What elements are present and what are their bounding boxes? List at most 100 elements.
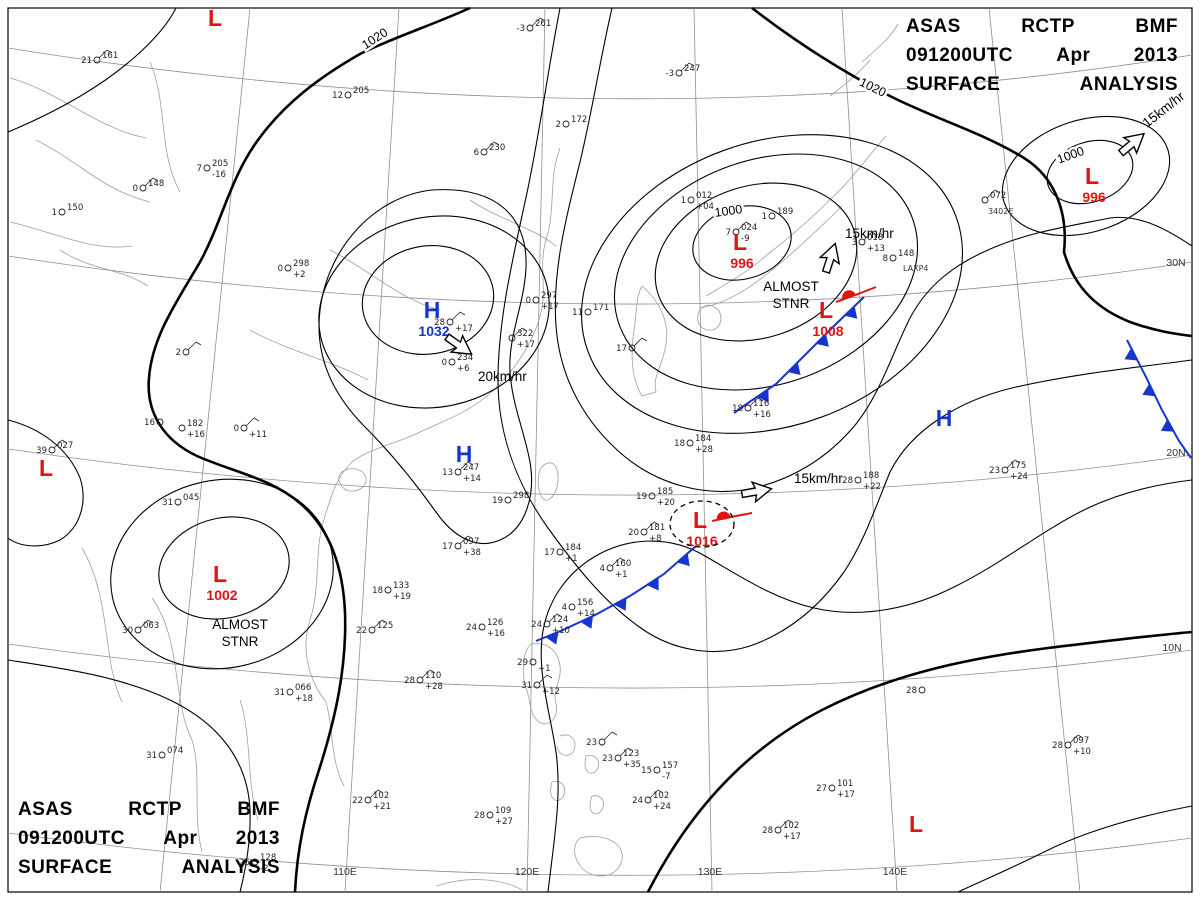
meridian-line (693, 7, 713, 893)
cold-front-triangle (646, 577, 659, 591)
station-temperature: 21 (81, 56, 92, 66)
wind-staff (531, 17, 541, 27)
station-plot: 322+17 (508, 327, 535, 350)
low-letter: L (733, 229, 747, 255)
station-plot: 18 133+19 (372, 581, 411, 602)
station-change: +35 (623, 760, 641, 770)
station-pressure: 074 (167, 746, 183, 756)
station-temperature: 12 (332, 91, 343, 101)
low-pressure-value: 996 (1082, 189, 1106, 205)
station-change: +1 (538, 664, 551, 674)
station-pressure: 160 (615, 559, 631, 569)
wind-staff (611, 557, 621, 567)
coastline-hainan (338, 468, 367, 492)
station-temperature: 8 (883, 254, 888, 264)
wind-barb (556, 613, 563, 618)
station-pressure: 126 (487, 618, 503, 628)
wind-staff (459, 461, 469, 471)
wind-barb (627, 747, 634, 752)
wind-staff (1006, 459, 1016, 469)
chart-id-line: ASAS RCTP BMF (18, 799, 280, 820)
low-letter: L (213, 561, 227, 587)
cold-front-triangle (580, 615, 594, 629)
station-pressure: 097 (463, 537, 479, 547)
station-plot: 30 063 (122, 619, 159, 636)
station-change: +17 (541, 302, 559, 312)
station-circle (1064, 741, 1072, 749)
station-pressure: 156 (577, 598, 593, 608)
wind-staff (421, 669, 431, 679)
wind-staff (548, 613, 558, 623)
station-temperature: 0 (442, 358, 447, 368)
station-pressure: 110 (425, 671, 441, 681)
station-circle (344, 91, 352, 99)
station-temperature: 2 (176, 348, 181, 358)
isobar-high-inner (361, 245, 495, 355)
station-circle (614, 754, 622, 762)
station-temperature: 13 (442, 468, 453, 478)
wind-barb (467, 461, 474, 466)
station-temperature: 17 (544, 548, 555, 558)
station-temperature: 0 (278, 264, 283, 274)
station-pressure: 012 (696, 191, 712, 201)
station-temperature: 22 (352, 796, 363, 806)
station-plot: 182+16 (178, 419, 205, 440)
station-temperature: 0 (526, 296, 531, 306)
wind-staff (53, 439, 63, 449)
station-pressure: 161 (102, 51, 118, 61)
station-plot: 28 (906, 686, 926, 696)
station-pressure: 297 (541, 291, 557, 301)
station-circle (828, 784, 836, 792)
motion-speed-label: 15km/hr (845, 226, 894, 241)
station-plot: 1 150 (52, 203, 84, 218)
station-circle (889, 254, 897, 262)
coastlines (9, 23, 899, 891)
station-plot: 12 205 (332, 86, 369, 101)
station-plot: 31 045 (162, 493, 199, 508)
station-change: +17 (455, 324, 473, 334)
parallel-line (7, 832, 1193, 876)
station-temperature: 24 (632, 796, 643, 806)
station-circle (768, 212, 776, 220)
coastline-taiwan (537, 462, 559, 501)
station-temperature: 31 (274, 688, 285, 698)
meridian-line (841, 7, 898, 893)
wind-staff (645, 521, 655, 531)
station-pressure: 133 (393, 581, 409, 591)
station-plot: 27 101+17 (816, 779, 855, 800)
station-plot: 2 (176, 341, 202, 358)
station-temperature: 28 (1052, 741, 1063, 751)
station-circle (854, 476, 862, 484)
station-temperature: 11 (572, 308, 583, 318)
parallel-line (7, 255, 1193, 305)
station-temperature: 27 (816, 784, 827, 794)
station-change: +12 (542, 687, 560, 697)
wind-barb (521, 327, 528, 332)
station-circle (284, 264, 292, 272)
cold-front-triangle (1142, 383, 1156, 397)
station-plot: 22 102+21 (352, 789, 391, 812)
station-circle (598, 738, 606, 746)
motion-arrow (818, 242, 841, 274)
wind-barb (152, 177, 159, 182)
station-change: +17 (517, 340, 535, 350)
station-plot: 1 012+04 (681, 191, 714, 212)
low-letter: L (1085, 163, 1099, 189)
isobar-1004-ne-low (1001, 115, 1171, 237)
station-circle (158, 751, 166, 759)
station-temperature: 28 (906, 686, 917, 696)
wind-barb (787, 819, 794, 824)
isobar-ridge (318, 189, 533, 544)
station-plot: 11 171 (572, 303, 609, 318)
station-change: +17 (837, 790, 855, 800)
station-plot: 28 102+17 (762, 819, 801, 842)
low-letter: L (819, 297, 833, 323)
station-plot: 25 128-2 (239, 853, 276, 874)
station-temperature: 29 (517, 658, 528, 668)
movement-annotation: ALMOST (763, 279, 819, 294)
station-plot: 0 234+6 (442, 353, 474, 374)
station-circle (384, 586, 392, 594)
station-circle (174, 498, 182, 506)
